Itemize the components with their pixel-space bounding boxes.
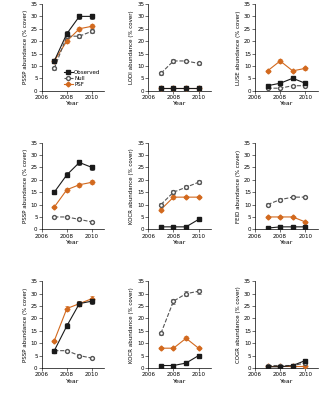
- Y-axis label: KOCR abundance (% cover): KOCR abundance (% cover): [129, 287, 134, 362]
- X-axis label: Year: Year: [66, 378, 80, 384]
- Y-axis label: PSSP abundance (% cover): PSSP abundance (% cover): [23, 149, 28, 223]
- Y-axis label: LODI abundance (% cover): LODI abundance (% cover): [129, 10, 134, 84]
- Y-axis label: PSSP abundance (% cover): PSSP abundance (% cover): [23, 10, 28, 84]
- X-axis label: Year: Year: [173, 378, 187, 384]
- X-axis label: Year: Year: [173, 101, 187, 106]
- Y-axis label: LUSE abundance (% cover): LUSE abundance (% cover): [236, 10, 241, 84]
- X-axis label: Year: Year: [280, 378, 293, 384]
- Y-axis label: KOCR abundance (% cover): KOCR abundance (% cover): [129, 148, 134, 224]
- X-axis label: Year: Year: [280, 101, 293, 106]
- Legend: Observed, Null, PSF: Observed, Null, PSF: [63, 68, 102, 88]
- X-axis label: Year: Year: [173, 240, 187, 245]
- X-axis label: Year: Year: [66, 240, 80, 245]
- Y-axis label: FEID abundance (% cover): FEID abundance (% cover): [236, 150, 241, 222]
- Y-axis label: PSSP abundance (% cover): PSSP abundance (% cover): [23, 288, 28, 362]
- X-axis label: Year: Year: [66, 101, 80, 106]
- X-axis label: Year: Year: [280, 240, 293, 245]
- Y-axis label: COGR abundance (% cover): COGR abundance (% cover): [236, 286, 241, 363]
